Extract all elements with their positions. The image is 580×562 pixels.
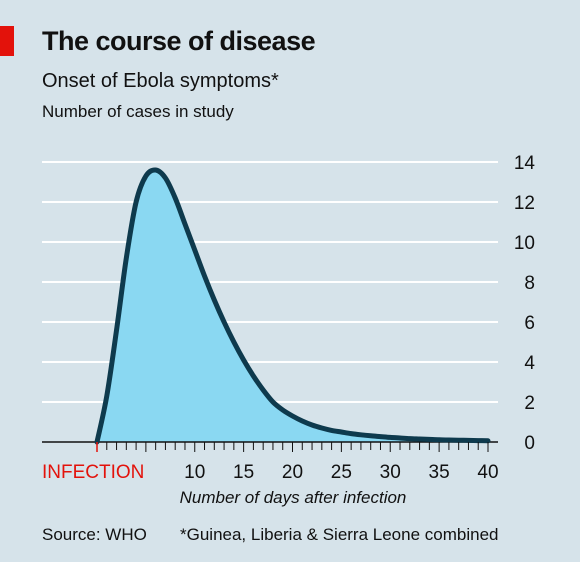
x-axis-label: Number of days after infection bbox=[179, 488, 407, 507]
y-tick-label: 2 bbox=[524, 393, 535, 414]
y-tick-label: 6 bbox=[524, 313, 535, 334]
infection-label: INFECTION bbox=[42, 462, 144, 483]
y-tick-label: 12 bbox=[514, 193, 535, 214]
y-tick-label: 14 bbox=[514, 153, 536, 174]
series-line bbox=[94, 167, 491, 445]
x-tick-label: 25 bbox=[331, 462, 352, 483]
y-axis-unit-label: Number of cases in study bbox=[42, 102, 234, 121]
x-tick-label: 10 bbox=[184, 462, 205, 483]
x-tick-label: 40 bbox=[477, 462, 498, 483]
area-fill bbox=[97, 169, 488, 442]
x-tick-label: 20 bbox=[282, 462, 303, 483]
chart-title: The course of disease bbox=[42, 26, 316, 56]
source-note: Source: WHO bbox=[42, 525, 147, 544]
y-tick-label: 8 bbox=[524, 273, 535, 294]
footnote: *Guinea, Liberia & Sierra Leone combined bbox=[180, 525, 499, 544]
x-tick-label: 30 bbox=[380, 462, 401, 483]
x-tick-label: 15 bbox=[233, 462, 254, 483]
y-tick-label: 0 bbox=[524, 433, 535, 454]
chart-subtitle: Onset of Ebola symptoms* bbox=[42, 70, 279, 92]
x-tick-label: 35 bbox=[429, 462, 450, 483]
brand-tab bbox=[0, 26, 14, 56]
y-tick-label: 4 bbox=[524, 353, 535, 374]
y-tick-label: 10 bbox=[514, 233, 535, 254]
